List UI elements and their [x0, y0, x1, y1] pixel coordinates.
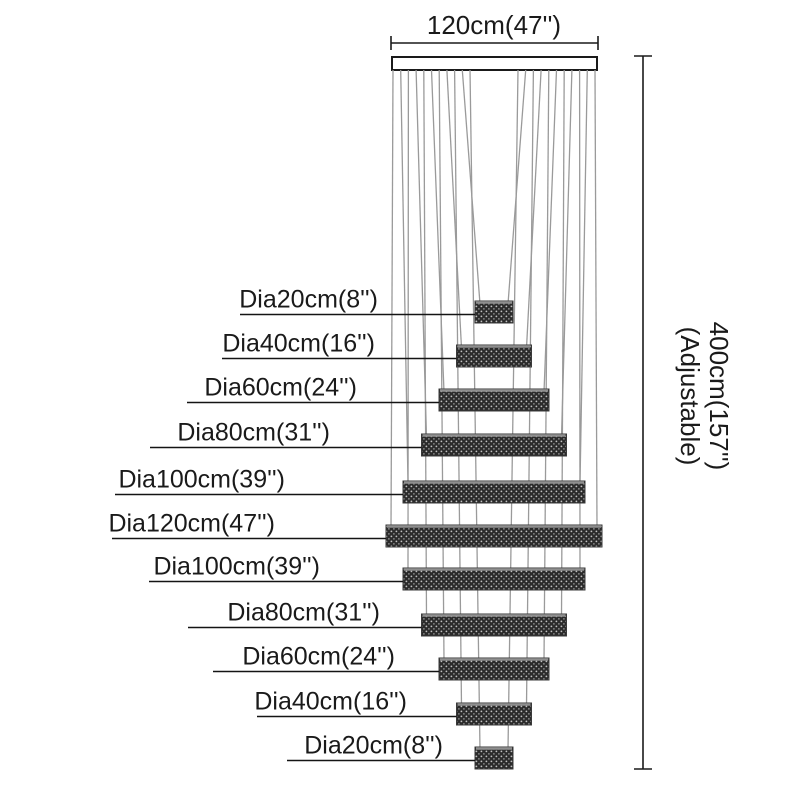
tier-label: Dia40cm(16''): [254, 688, 407, 716]
ceiling-canopy: [391, 56, 598, 71]
tier-label: Dia60cm(24''): [204, 374, 357, 402]
tier-bar: [438, 657, 550, 681]
tier-bar: [474, 746, 514, 770]
tier-bar: [385, 524, 603, 548]
tier-row: Dia100cm(39''): [149, 553, 586, 591]
tier-label: Dia40cm(16''): [222, 330, 375, 358]
tiers-layer: Dia20cm(8'') Dia40cm(16'') Dia60cm(24'') Di…: [108, 286, 603, 770]
suspension-cable: [594, 69, 598, 529]
suspension-cable: [525, 69, 542, 349]
tier-row: Dia20cm(8''): [287, 732, 514, 770]
tier-row: Dia80cm(31''): [150, 419, 567, 457]
tier-row: Dia20cm(8''): [239, 286, 514, 324]
tier-row: Dia40cm(16''): [254, 688, 532, 726]
tier-label: Dia60cm(24''): [242, 643, 395, 671]
tier-bar: [474, 300, 514, 324]
tier-row: Dia100cm(39''): [115, 466, 586, 504]
tier-bar: [402, 567, 586, 591]
tier-label: Dia80cm(31''): [227, 599, 380, 627]
tier-row: Dia60cm(24''): [213, 643, 550, 681]
suspension-cable: [438, 69, 445, 662]
tier-bar: [456, 702, 532, 726]
tier-label: Dia100cm(39''): [118, 466, 285, 494]
height-adjustable-label: (Adjustable): [675, 327, 705, 466]
tier-bar: [402, 480, 586, 504]
tier-bar: [456, 344, 532, 368]
tier-row: Dia80cm(31''): [188, 599, 567, 637]
suspension-cable: [400, 69, 409, 485]
tier-bar: [438, 388, 550, 412]
tier-label: Dia20cm(8''): [304, 732, 443, 760]
tier-label: Dia80cm(31''): [177, 419, 330, 447]
height-dimension-label: 400cm(157''): [704, 322, 734, 471]
suspension-cable: [579, 69, 588, 485]
tier-label: Dia100cm(39''): [153, 553, 320, 581]
tier-bar: [421, 433, 567, 457]
suspension-cable: [446, 69, 463, 349]
suspension-cable: [543, 69, 558, 393]
suspension-cable: [543, 69, 550, 662]
tier-row: Dia40cm(16''): [222, 330, 532, 368]
top-width-label: 120cm(47''): [427, 10, 561, 40]
height-dimension: 400cm(157'') (Adjustable): [634, 55, 734, 770]
tier-row: Dia120cm(47''): [108, 510, 603, 548]
tier-row: Dia60cm(24''): [187, 374, 550, 412]
tier-bar: [421, 613, 567, 637]
suspension-cable: [453, 69, 463, 707]
suspension-cable: [390, 69, 394, 529]
suspension-cable: [525, 69, 535, 707]
tier-label: Dia120cm(47''): [108, 510, 275, 538]
suspension-cable: [430, 69, 445, 393]
top-width-dimension: 120cm(47''): [390, 10, 599, 50]
tier-label: Dia20cm(8''): [239, 286, 378, 314]
